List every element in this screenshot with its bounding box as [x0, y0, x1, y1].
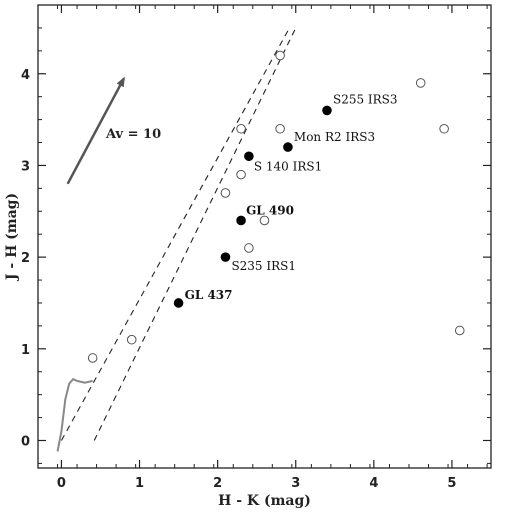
- y-axis-title: J - H (mag): [4, 193, 20, 282]
- y-tick-label: 3: [21, 159, 30, 174]
- open-data-point: [415, 78, 426, 88]
- x-tick-label: 4: [369, 476, 378, 491]
- data-point-label: S235 IRS1: [231, 259, 296, 273]
- data-point-label: GL 437: [185, 288, 233, 302]
- plot-frame: [37, 4, 492, 469]
- intrinsic-color-locus: [56, 377, 93, 452]
- x-axis-title: H - K (mag): [218, 493, 311, 509]
- open-data-point: [259, 215, 270, 226]
- reddening-vector-arrow: [66, 76, 126, 185]
- x-tick-label: 0: [57, 476, 66, 491]
- x-tick-label: 5: [447, 476, 456, 491]
- filled-data-point: [173, 298, 184, 308]
- data-point-label: S255 IRS3: [333, 92, 398, 106]
- open-data-point: [87, 353, 98, 363]
- y-tick-label: 0: [21, 434, 30, 449]
- data-point-label: GL 490: [246, 203, 294, 217]
- open-data-point: [220, 188, 231, 198]
- open-data-point: [439, 123, 449, 134]
- x-tick-label: 2: [213, 476, 222, 491]
- filled-data-point: [236, 215, 246, 226]
- y-tick-label: 2: [21, 251, 30, 266]
- x-tick-label: 3: [291, 476, 300, 491]
- reddening-band-line: [60, 27, 290, 441]
- y-tick-label: 4: [21, 68, 30, 83]
- data-point-label: Mon R2 IRS3: [294, 130, 375, 144]
- open-data-point: [454, 325, 465, 336]
- data-point-label: S 140 IRS1: [254, 159, 322, 173]
- filled-data-point: [244, 151, 254, 162]
- filled-data-point: [283, 142, 293, 152]
- reddening-band-line: [93, 27, 297, 441]
- open-data-point: [236, 123, 246, 134]
- open-data-point: [275, 50, 285, 61]
- open-data-point: [126, 334, 137, 345]
- y-tick-label: 1: [21, 343, 30, 358]
- open-data-point: [244, 243, 254, 253]
- filled-data-point: [322, 105, 332, 116]
- reddening-vector-label: Av = 10: [105, 127, 161, 142]
- open-data-point: [275, 123, 285, 134]
- x-tick-label: 1: [135, 476, 144, 491]
- open-data-point: [236, 169, 246, 180]
- filled-data-point: [220, 252, 231, 262]
